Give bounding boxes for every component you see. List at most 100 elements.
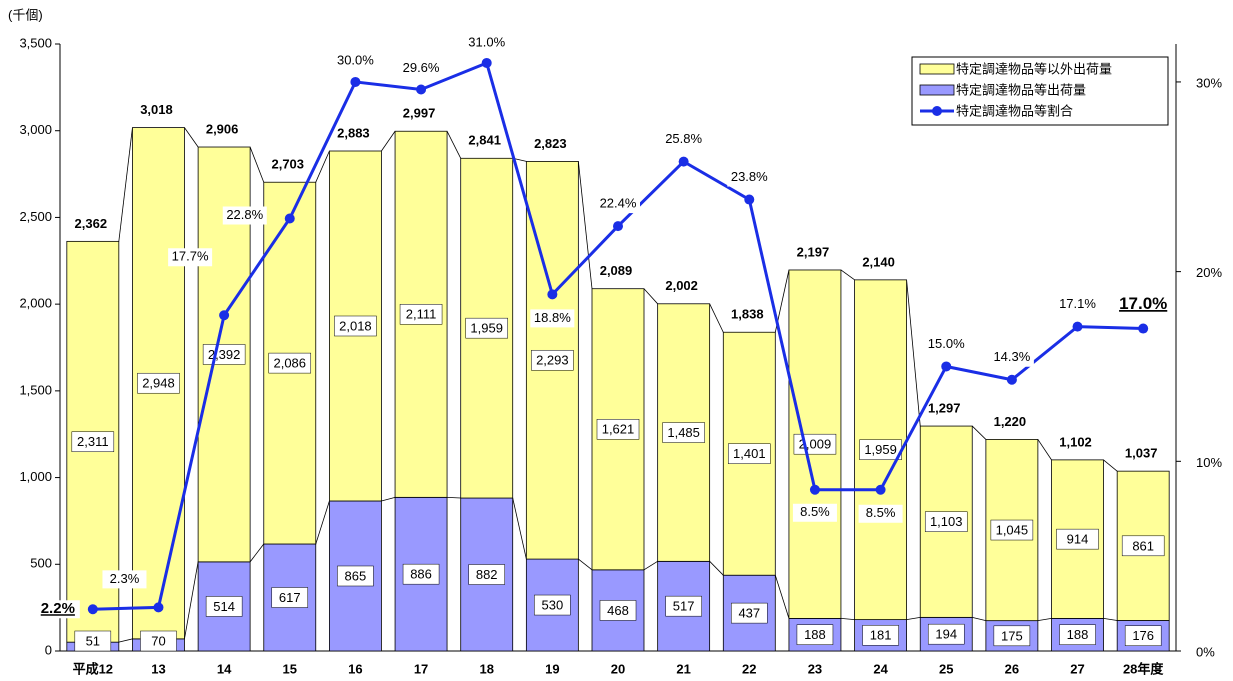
bar-label: 2,293 (536, 353, 569, 368)
bar-label: 176 (1132, 628, 1154, 643)
label-bg (661, 130, 706, 149)
x-tick-label: 24 (873, 661, 888, 676)
label-bg (35, 600, 80, 619)
label-box (596, 419, 640, 440)
x-tick-label: 16 (348, 661, 362, 676)
ratio-point (744, 194, 755, 205)
label-bg (924, 335, 969, 354)
ratio-label: 15.0% (928, 336, 965, 351)
connector (972, 616, 986, 622)
label-box (662, 422, 705, 443)
ratio-point (481, 57, 492, 68)
label-bg (168, 248, 213, 267)
connector (381, 131, 396, 152)
x-tick-label: 22 (742, 661, 756, 676)
total-label: 2,197 (797, 244, 830, 259)
y2-tick-label: 20% (1196, 265, 1222, 280)
ratio-point (1006, 374, 1017, 385)
legend-swatch (932, 106, 942, 116)
connector (1037, 618, 1052, 622)
ratio-point (1072, 321, 1083, 332)
label-box (1059, 624, 1096, 645)
label-box (924, 511, 968, 532)
label-bg (727, 168, 772, 187)
label-box (337, 565, 374, 587)
label-bg (399, 59, 444, 78)
label-box (205, 596, 243, 617)
ratio-point (875, 484, 886, 495)
label-bg (222, 206, 267, 225)
bar-label: 51 (86, 633, 100, 648)
ratio-label: 23.8% (731, 169, 768, 184)
y2-tick-label: 30% (1196, 75, 1222, 90)
total-label: 2,823 (534, 136, 567, 151)
y-tick-label: 1,500 (19, 382, 52, 397)
legend-label: 特定調達物品等割合 (956, 103, 1073, 118)
bar-label: 914 (1067, 532, 1089, 547)
ratio-label: 25.8% (665, 131, 702, 146)
y-tick-label: 2,500 (19, 209, 52, 224)
ratio-label: 8.5% (800, 504, 830, 519)
bar-label: 2,018 (339, 318, 372, 333)
bar-label: 514 (213, 599, 235, 614)
ratio-point (678, 156, 689, 167)
x-tick-label: 26 (1005, 661, 1019, 676)
y-tick-label: 0 (45, 642, 52, 657)
bar-label: 2,948 (142, 376, 175, 391)
ratio-point (153, 602, 164, 613)
ratio-point (87, 604, 98, 615)
label-box (1124, 625, 1162, 646)
total-label: 2,140 (862, 254, 895, 269)
connector (447, 496, 461, 499)
legend-label: 特定調達物品等以外出荷量 (956, 61, 1112, 76)
label-box (468, 564, 505, 585)
ratio-point (809, 484, 820, 495)
label-box (137, 372, 180, 394)
label-box (534, 594, 571, 616)
label-box (71, 431, 115, 453)
total-label: 1,037 (1125, 446, 1158, 461)
y-tick-label: 2,000 (19, 296, 52, 311)
y-tick-label: 3,500 (19, 35, 52, 50)
total-label: 1,838 (731, 307, 764, 322)
x-tick-label: 23 (808, 661, 822, 676)
label-box (271, 587, 309, 608)
bar-label: 181 (870, 628, 892, 643)
label-bg (333, 51, 378, 70)
label-box (728, 443, 771, 464)
ratio-label: 17.1% (1059, 296, 1096, 311)
connector (906, 279, 921, 427)
y-tick-label: 500 (30, 556, 52, 571)
bar-label: 517 (673, 599, 695, 614)
label-box (268, 352, 312, 374)
label-bg (792, 503, 837, 522)
connector (184, 561, 199, 639)
label-box (796, 624, 834, 645)
connector (643, 288, 658, 305)
total-label: 3,018 (140, 102, 173, 117)
label-box (990, 519, 1034, 541)
bar-label: 617 (279, 590, 301, 605)
total-label: 2,089 (600, 263, 633, 278)
ratio-point (416, 84, 427, 95)
bar-label: 865 (345, 568, 367, 583)
ratio-label: 17.7% (172, 249, 209, 264)
bar-label: 1,045 (996, 522, 1029, 537)
y-tick-label: 1,000 (19, 469, 52, 484)
bar-label: 2,086 (273, 356, 306, 371)
connector (906, 616, 921, 621)
x-tick-label: 27 (1070, 661, 1084, 676)
bar-label: 188 (804, 627, 826, 642)
bar-label: 882 (476, 567, 498, 582)
connector (709, 303, 724, 333)
total-label: 2,997 (403, 106, 436, 121)
x-tick-label: 平成12 (73, 661, 113, 676)
connector (249, 543, 265, 563)
label-box (140, 630, 177, 652)
label-box (862, 625, 899, 646)
label-box (334, 315, 377, 337)
label-box (1121, 535, 1165, 557)
bar-label: 194 (935, 627, 957, 642)
bar-label: 1,959 (864, 442, 897, 457)
total-label: 2,703 (271, 157, 304, 172)
